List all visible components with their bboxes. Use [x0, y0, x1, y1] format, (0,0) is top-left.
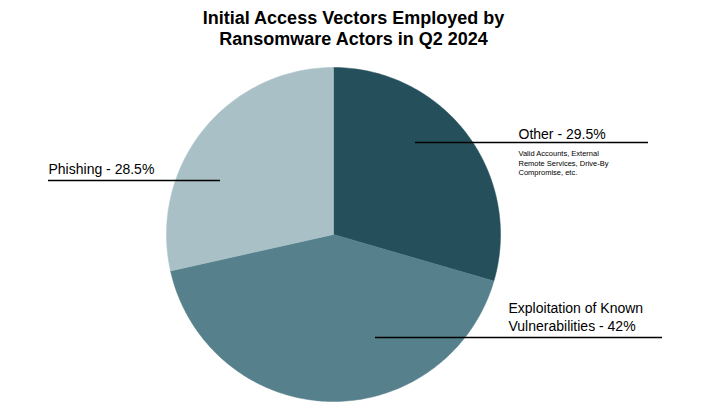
svg-text:Valid Accounts, ExternalRemote: Valid Accounts, ExternalRemote Services,…: [519, 149, 609, 177]
svg-text:Initial Access Vectors Employe: Initial Access Vectors Employed byRansom…: [203, 8, 504, 50]
svg-text:Exploitation of KnownVulnerabi: Exploitation of KnownVulnerabilities - 4…: [509, 300, 644, 334]
svg-text:Phishing - 28.5%: Phishing - 28.5%: [49, 161, 155, 177]
svg-text:Other - 29.5%: Other - 29.5%: [519, 126, 606, 142]
